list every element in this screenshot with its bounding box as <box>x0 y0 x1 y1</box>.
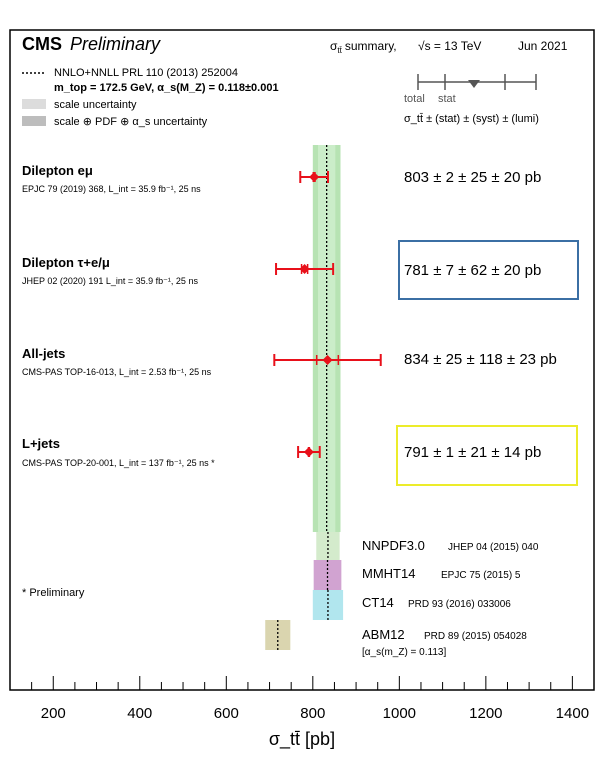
meas-3-marker <box>303 447 314 457</box>
pdf-0-ref: JHEP 04 (2015) 040 <box>448 542 539 553</box>
plot-frame <box>9 29 595 691</box>
meas-0-result: 803 ± 2 ± 25 ± 20 pb <box>404 169 541 186</box>
x-tick-label-200: 200 <box>41 705 66 722</box>
theory-bands <box>312 145 341 532</box>
scale-pdf-band-sample <box>22 116 46 126</box>
meas-1-ref: JHEP 02 (2020) 191 L_int = 35.9 fb⁻¹, 25… <box>22 276 198 286</box>
error-bar-key: total stat σ_tt̄ ± (stat) ± (syst) ± (lu… <box>404 74 539 125</box>
x-axis: 200 400 600 800 1000 1200 1400 <box>9 676 595 722</box>
key-stat: stat <box>438 93 456 105</box>
meas-1-name: Dilepton τ+e/μ <box>22 255 110 270</box>
theory-legend-line1: NNLO+NNLL PRL 110 (2013) 252004 <box>54 67 238 79</box>
meas-2-marker <box>322 355 333 365</box>
pdf-3-note: [α_s(m_Z) = 0.113] <box>362 647 446 658</box>
meas-2-ref: CMS-PAS TOP-16-013, L_int = 2.53 fb⁻¹, 2… <box>22 367 212 377</box>
pdf-3-name: ABM12 <box>362 627 405 642</box>
measurements <box>273 171 382 458</box>
pdf-2-ref: PRD 93 (2016) 033006 <box>408 599 511 610</box>
x-tick-label-1400: 1400 <box>556 705 589 722</box>
pdf-1-ref: EPJC 75 (2015) 5 <box>441 570 521 581</box>
meas-3-ref: CMS-PAS TOP-20-001, L_int = 137 fb⁻¹, 25… <box>22 458 215 468</box>
meas-1-result: 781 ± 7 ± 62 ± 20 pb <box>404 262 541 279</box>
x-tick-label-1200: 1200 <box>469 705 502 722</box>
scale-legend: scale uncertainty <box>54 99 137 111</box>
pdf-set-bands <box>265 532 344 650</box>
energy-label: √s = 13 TeV <box>418 39 481 53</box>
meas-0-marker <box>309 172 320 182</box>
pdf-2-name: CT14 <box>362 595 394 610</box>
pdf-1-name: MMHT14 <box>362 566 415 581</box>
preliminary-label: Preliminary <box>70 34 161 54</box>
x-axis-title: σ_tt̄ [pb] <box>269 729 335 750</box>
scale-band-sample <box>22 99 46 109</box>
pdf-3-ref: PRD 89 (2015) 054028 <box>424 631 527 642</box>
key-total: total <box>404 93 425 105</box>
meas-0-ref: EPJC 79 (2019) 368, L_int = 35.9 fb⁻¹, 2… <box>22 184 201 194</box>
meas-3-result: 791 ± 1 ± 21 ± 14 pb <box>404 444 541 461</box>
scale-pdf-legend: scale ⊕ PDF ⊕ α_s uncertainty <box>54 116 208 128</box>
summary-label: σtt̄ summary, <box>330 39 397 55</box>
x-tick-label-400: 400 <box>127 705 152 722</box>
key-format: σ_tt̄ ± (stat) ± (syst) ± (lumi) <box>404 113 539 125</box>
x-tick-label-1000: 1000 <box>383 705 416 722</box>
meas-2-result: 834 ± 25 ± 118 ± 23 pb <box>404 351 557 368</box>
date-label: Jun 2021 <box>518 39 568 53</box>
footnote: * Preliminary <box>22 587 85 599</box>
highlight-box-blue <box>398 240 579 300</box>
highlight-box-yellow <box>396 425 578 486</box>
x-tick-label-600: 600 <box>214 705 239 722</box>
cms-label: CMS <box>22 34 62 54</box>
x-tick-label-800: 800 <box>300 705 325 722</box>
theory-legend-line2: m_top = 172.5 GeV, α_s(M_Z) = 0.118±0.00… <box>54 82 279 94</box>
meas-1-marker <box>299 264 310 274</box>
meas-0-name: Dilepton eμ <box>22 163 93 178</box>
meas-3-name: L+jets <box>22 436 60 451</box>
meas-2-name: All-jets <box>22 346 65 361</box>
pdf-0-name: NNPDF3.0 <box>362 538 425 553</box>
